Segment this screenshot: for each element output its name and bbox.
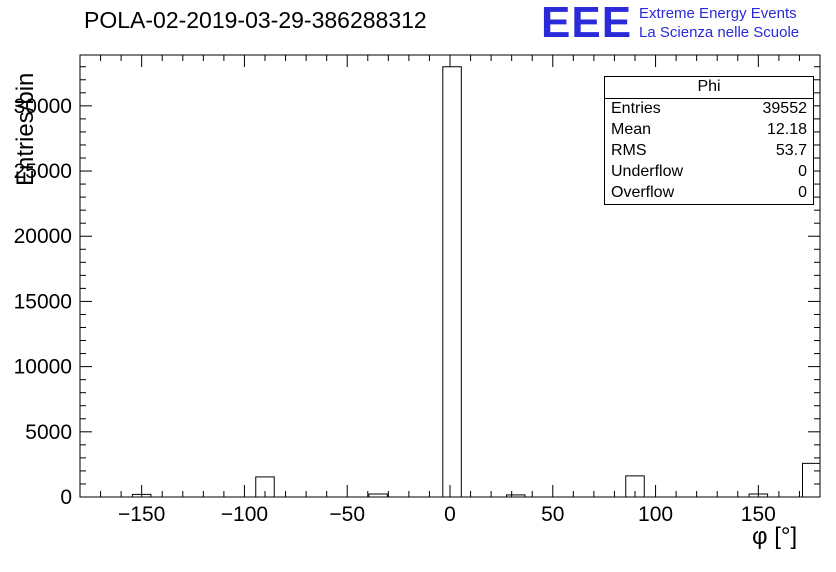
stats-label-overflow: Overflow (611, 184, 675, 201)
stats-row: Overflow 0 (605, 183, 813, 204)
y-tick-label: 25000 (14, 160, 72, 183)
x-tick-label: −150 (118, 503, 165, 526)
stats-value-mean: 12.18 (766, 121, 807, 138)
y-axis-title: Entries/bin (12, 72, 39, 186)
plot-title: POLA-02-2019-03-29-386288312 (84, 7, 427, 33)
stats-row: RMS 53.7 (605, 141, 813, 162)
histogram-bar (802, 462, 821, 498)
y-tick-label: 20000 (14, 225, 72, 248)
x-tick-label: −50 (329, 503, 365, 526)
x-tick-label: −100 (221, 503, 268, 526)
stats-box-title: Phi (605, 77, 813, 99)
stats-value-overflow: 0 (798, 184, 807, 201)
eee-logo: EEE Extreme Energy Events La Scienza nel… (541, 0, 799, 47)
stats-box: Phi Entries 39552 Mean 12.18 RMS 53.7 Un… (604, 76, 814, 205)
stats-label-rms: RMS (611, 142, 647, 159)
x-tick-label: 50 (541, 503, 564, 526)
stats-row: Underflow 0 (605, 162, 813, 183)
eee-logo-text: EEE (541, 0, 633, 47)
stats-label-mean: Mean (611, 121, 652, 138)
x-tick-label: 100 (638, 503, 673, 526)
y-tick-label: 10000 (14, 356, 72, 379)
histogram-bar (442, 66, 462, 498)
stats-value-underflow: 0 (798, 163, 807, 180)
eee-logo-subtitle: Extreme Energy Events La Scienza nelle S… (639, 4, 799, 42)
y-tick-label: 5000 (25, 421, 72, 444)
stats-label-underflow: Underflow (611, 163, 684, 180)
stats-value-rms: 53.7 (775, 142, 807, 159)
x-tick-label: 0 (444, 503, 456, 526)
eee-logo-line1: Extreme Energy Events (639, 5, 797, 22)
stats-row: Entries 39552 (605, 99, 813, 120)
y-tick-label: 15000 (14, 290, 72, 313)
eee-logo-line2: La Scienza nelle Scuole (639, 24, 800, 41)
stats-label-entries: Entries (611, 100, 661, 117)
x-axis-title: φ [°] (752, 523, 798, 550)
y-tick-label: 0 (60, 486, 72, 509)
stats-value-entries: 39552 (762, 100, 808, 117)
y-tick-label: 30000 (14, 95, 72, 118)
stats-row: Mean 12.18 (605, 120, 813, 141)
x-tick-label: 150 (741, 503, 776, 526)
